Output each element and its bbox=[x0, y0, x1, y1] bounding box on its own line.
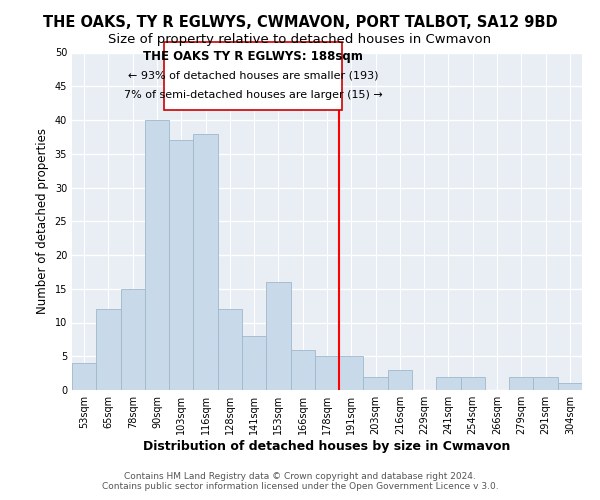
Text: Contains HM Land Registry data © Crown copyright and database right 2024.: Contains HM Land Registry data © Crown c… bbox=[124, 472, 476, 481]
Bar bbox=[436, 376, 461, 390]
Bar bbox=[315, 356, 339, 390]
Bar bbox=[533, 376, 558, 390]
Bar bbox=[558, 383, 582, 390]
Bar bbox=[242, 336, 266, 390]
Text: ← 93% of detached houses are smaller (193): ← 93% of detached houses are smaller (19… bbox=[128, 70, 378, 81]
Bar bbox=[364, 376, 388, 390]
Text: Contains public sector information licensed under the Open Government Licence v : Contains public sector information licen… bbox=[101, 482, 499, 491]
Bar bbox=[339, 356, 364, 390]
Bar bbox=[145, 120, 169, 390]
Bar bbox=[218, 309, 242, 390]
Text: THE OAKS, TY R EGLWYS, CWMAVON, PORT TALBOT, SA12 9BD: THE OAKS, TY R EGLWYS, CWMAVON, PORT TAL… bbox=[43, 15, 557, 30]
FancyBboxPatch shape bbox=[164, 42, 341, 110]
Bar bbox=[290, 350, 315, 390]
Bar bbox=[121, 289, 145, 390]
Bar bbox=[461, 376, 485, 390]
Bar bbox=[72, 363, 96, 390]
Bar bbox=[193, 134, 218, 390]
Text: 7% of semi-detached houses are larger (15) →: 7% of semi-detached houses are larger (1… bbox=[124, 90, 382, 100]
Bar bbox=[388, 370, 412, 390]
X-axis label: Distribution of detached houses by size in Cwmavon: Distribution of detached houses by size … bbox=[143, 440, 511, 453]
Bar bbox=[509, 376, 533, 390]
Y-axis label: Number of detached properties: Number of detached properties bbox=[36, 128, 49, 314]
Bar bbox=[169, 140, 193, 390]
Bar bbox=[96, 309, 121, 390]
Text: THE OAKS TY R EGLWYS: 188sqm: THE OAKS TY R EGLWYS: 188sqm bbox=[143, 50, 363, 64]
Text: Size of property relative to detached houses in Cwmavon: Size of property relative to detached ho… bbox=[109, 32, 491, 46]
Bar bbox=[266, 282, 290, 390]
